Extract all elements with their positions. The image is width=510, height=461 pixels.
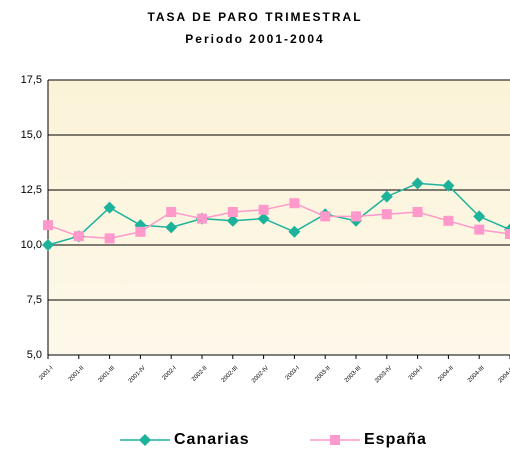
x-tick-label: 2002-IV xyxy=(251,365,270,384)
point xyxy=(227,207,238,217)
x-tick-label: 2003-II xyxy=(314,365,332,383)
x-tick-label: 2004-II xyxy=(437,365,455,383)
legend-label: Canarias xyxy=(174,431,250,448)
chart-title: TASA DE PARO TRIMESTRAL xyxy=(147,10,362,24)
y-tick-label: 5,0 xyxy=(27,349,42,361)
point xyxy=(381,209,392,220)
chart-subtitle: Periodo 2001-2004 xyxy=(185,32,324,46)
point xyxy=(412,207,423,217)
x-tick-label: 2002-III xyxy=(221,365,240,384)
point xyxy=(505,229,510,239)
x-tick-label: 2001-I xyxy=(38,365,55,382)
point xyxy=(139,434,151,446)
point xyxy=(135,226,146,237)
point xyxy=(442,179,455,192)
point xyxy=(320,211,331,222)
x-tick-label: 2001-III xyxy=(97,365,116,384)
point xyxy=(258,204,269,215)
x-tick-label: 2003-III xyxy=(344,365,363,384)
point xyxy=(73,231,84,242)
y-tick-label: 15,0 xyxy=(21,129,42,141)
x-tick-label: 2002-I xyxy=(161,365,178,382)
y-tick-label: 12,5 xyxy=(21,184,42,196)
point xyxy=(42,239,54,251)
x-tick-label: 2003-IV xyxy=(374,365,393,384)
x-tick-label: 2004-I xyxy=(408,365,425,382)
x-tick-label: 2002-II xyxy=(191,365,209,383)
point xyxy=(103,201,116,214)
point xyxy=(257,212,270,225)
legend-label: España xyxy=(364,431,427,448)
point xyxy=(474,224,485,235)
point xyxy=(197,213,207,224)
x-tick-label: 2001-II xyxy=(68,365,86,383)
point xyxy=(443,215,454,226)
x-tick-label: 2004-IV xyxy=(497,365,510,384)
y-tick-label: 7,5 xyxy=(27,294,42,306)
point xyxy=(104,233,115,244)
series-line xyxy=(47,202,510,240)
point xyxy=(226,214,239,227)
point xyxy=(165,221,178,234)
point xyxy=(166,207,177,217)
point xyxy=(473,210,486,223)
x-tick-label: 2003-I xyxy=(285,365,302,382)
point xyxy=(288,225,301,238)
x-tick-label: 2001-IV xyxy=(128,365,147,384)
series-line xyxy=(47,182,510,246)
y-tick-label: 17,5 xyxy=(21,74,42,86)
point xyxy=(411,177,424,190)
point xyxy=(289,198,300,209)
x-tick-label: 2004-III xyxy=(467,365,486,384)
plot-area xyxy=(48,80,510,355)
y-tick-label: 10,0 xyxy=(21,239,42,251)
point xyxy=(330,435,340,445)
point xyxy=(380,190,393,203)
point xyxy=(351,211,361,222)
point xyxy=(43,220,53,231)
